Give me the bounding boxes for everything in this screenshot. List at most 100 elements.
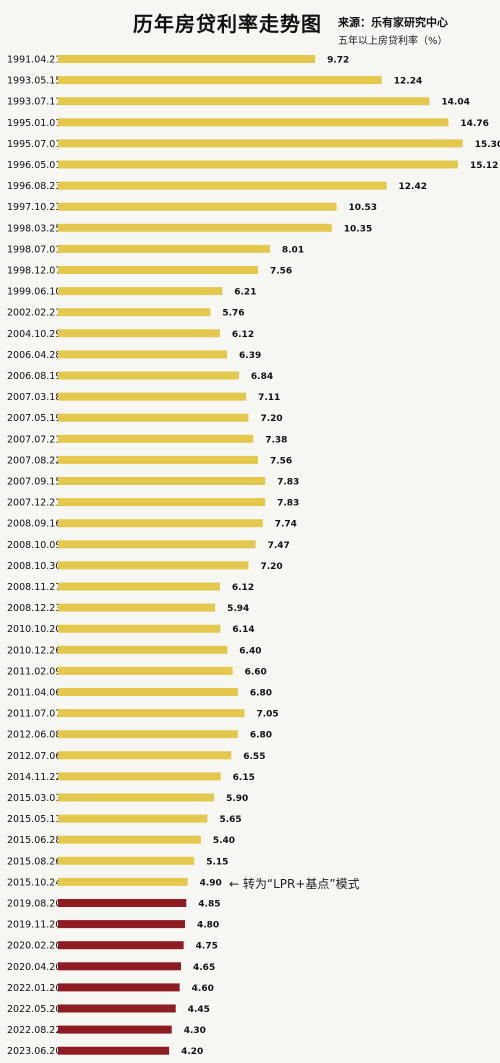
category-label: 2007.05.19 bbox=[7, 413, 61, 424]
value-label: 7.38 bbox=[265, 435, 287, 445]
chart-source: 来源：乐有家研究中心 bbox=[338, 16, 448, 29]
chart-unit-label: 五年以上房贷利率（%） bbox=[338, 36, 448, 47]
value-label: 7.83 bbox=[277, 499, 299, 509]
lpr-rate-bar bbox=[58, 1025, 172, 1034]
benchmark-rate-bar bbox=[58, 455, 258, 464]
value-label: 6.14 bbox=[232, 625, 254, 635]
value-label: 7.20 bbox=[260, 414, 282, 424]
category-label: 2014.11.22 bbox=[7, 772, 61, 783]
category-label: 1996.05.01 bbox=[7, 160, 61, 171]
benchmark-rate-bar bbox=[58, 835, 201, 844]
benchmark-rate-bar bbox=[58, 160, 458, 169]
category-label: 2007.07.21 bbox=[7, 434, 61, 445]
value-label: 6.80 bbox=[250, 731, 272, 741]
arrow-left-icon: ← bbox=[229, 877, 240, 891]
category-label: 1998.12.07 bbox=[7, 266, 61, 277]
value-label: 6.39 bbox=[239, 351, 261, 361]
category-label: 2006.08.19 bbox=[7, 371, 61, 382]
benchmark-rate-bar bbox=[58, 709, 245, 718]
value-label: 5.90 bbox=[226, 794, 248, 804]
value-label: 4.65 bbox=[193, 963, 215, 973]
benchmark-rate-bar bbox=[58, 477, 266, 485]
category-label: 2007.12.21 bbox=[7, 498, 61, 509]
benchmark-rate-bar bbox=[58, 223, 332, 232]
category-label: 1995.07.01 bbox=[7, 139, 61, 150]
category-label: 2019.11.20 bbox=[7, 920, 61, 931]
benchmark-rate-bar bbox=[58, 392, 247, 401]
value-label: 7.47 bbox=[268, 541, 290, 551]
category-label: 2008.11.27 bbox=[7, 582, 61, 593]
value-label: 4.30 bbox=[184, 1026, 206, 1036]
benchmark-rate-bar bbox=[58, 772, 221, 781]
benchmark-rate-bar bbox=[58, 498, 266, 507]
value-label: 14.76 bbox=[460, 119, 488, 129]
benchmark-rate-bar bbox=[58, 645, 228, 654]
value-label: 4.80 bbox=[197, 921, 219, 931]
lpr-rate-bar bbox=[58, 941, 184, 950]
value-label: 5.15 bbox=[206, 857, 228, 867]
benchmark-rate-bar bbox=[58, 751, 232, 760]
benchmark-rate-bar bbox=[58, 287, 223, 296]
category-label: 2007.08.22 bbox=[7, 455, 61, 466]
lpr-rate-bar bbox=[58, 983, 180, 992]
value-label: 7.74 bbox=[275, 520, 297, 530]
benchmark-rate-bar bbox=[58, 244, 270, 253]
value-label: 6.55 bbox=[243, 752, 265, 762]
value-label: 6.12 bbox=[232, 330, 254, 340]
category-label: 2007.03.18 bbox=[7, 392, 61, 403]
value-label: 4.75 bbox=[196, 942, 218, 952]
lpr-rate-bar bbox=[58, 899, 187, 907]
lpr-annotation-text: 转为“LPR+基点”模式 bbox=[242, 877, 360, 891]
value-label: 4.20 bbox=[181, 1047, 203, 1057]
benchmark-rate-bar bbox=[58, 856, 195, 865]
benchmark-rate-bar bbox=[58, 666, 233, 675]
category-label: 2008.10.09 bbox=[7, 540, 61, 551]
category-label: 2015.10.24 bbox=[7, 877, 61, 888]
lpr-annotation: ← 转为“LPR+基点”模式 bbox=[229, 875, 360, 892]
category-label: 2015.03.01 bbox=[7, 793, 61, 804]
category-label: 2015.06.28 bbox=[7, 835, 61, 846]
category-label: 1997.10.23 bbox=[7, 202, 61, 213]
category-label: 2019.08.20 bbox=[7, 899, 61, 910]
benchmark-rate-bar bbox=[58, 434, 254, 443]
benchmark-rate-bar bbox=[58, 603, 216, 612]
value-label: 7.05 bbox=[256, 710, 278, 720]
value-label: 12.24 bbox=[394, 77, 422, 87]
value-label: 10.35 bbox=[344, 224, 372, 234]
category-label: 2011.04.06 bbox=[7, 688, 61, 699]
benchmark-rate-bar bbox=[58, 371, 239, 380]
value-label: 7.11 bbox=[258, 393, 280, 403]
category-label: 2012.06.08 bbox=[7, 730, 61, 741]
benchmark-rate-bar bbox=[58, 181, 387, 190]
category-label: 1993.07.11 bbox=[7, 97, 61, 108]
benchmark-rate-bar bbox=[58, 97, 430, 106]
benchmark-rate-bar bbox=[58, 308, 211, 317]
category-label: 2022.08.22 bbox=[7, 1025, 61, 1036]
value-label: 10.53 bbox=[349, 203, 377, 213]
lpr-rate-bar bbox=[58, 962, 181, 971]
value-label: 4.45 bbox=[188, 1005, 210, 1015]
category-label: 1999.06.10 bbox=[7, 287, 61, 298]
category-label: 2007.09.15 bbox=[7, 477, 61, 488]
benchmark-rate-bar bbox=[58, 688, 238, 696]
value-label: 9.72 bbox=[327, 56, 349, 66]
value-label: 4.60 bbox=[192, 984, 214, 994]
benchmark-rate-bar bbox=[58, 329, 220, 338]
value-label: 5.40 bbox=[213, 836, 235, 846]
value-label: 7.56 bbox=[270, 267, 292, 277]
category-label: 2020.02.20 bbox=[7, 941, 61, 952]
category-label: 2004.10.29 bbox=[7, 329, 61, 340]
value-label: 6.15 bbox=[233, 773, 255, 783]
benchmark-rate-bar bbox=[58, 624, 221, 633]
category-label: 1993.05.15 bbox=[7, 76, 61, 87]
benchmark-rate-bar bbox=[58, 540, 256, 549]
value-label: 6.21 bbox=[234, 288, 256, 298]
category-label: 2022.01.20 bbox=[7, 983, 61, 994]
benchmark-rate-bar bbox=[58, 76, 382, 85]
category-label: 2008.10.30 bbox=[7, 561, 61, 572]
benchmark-rate-bar bbox=[58, 413, 249, 422]
benchmark-rate-bar bbox=[58, 266, 258, 274]
category-label: 2008.09.16 bbox=[7, 519, 61, 530]
